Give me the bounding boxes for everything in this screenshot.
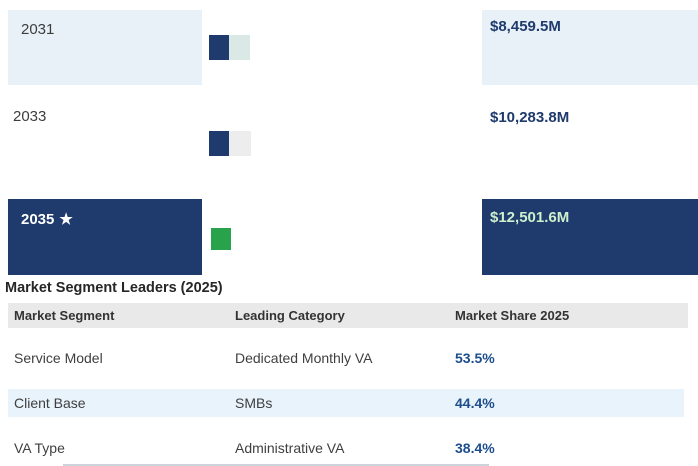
- clipped-row-edge: [63, 464, 489, 466]
- value-box-highlighted: $12,501.6M: [482, 199, 698, 275]
- year-label: 2035: [21, 211, 55, 228]
- mini-bar: [209, 35, 250, 60]
- year-label: 2033: [13, 108, 47, 125]
- star-icon: ★: [59, 211, 73, 228]
- column-header-leading-category: Leading Category: [235, 308, 345, 323]
- cell-market-share: 53.5%: [455, 350, 495, 366]
- cell-leading-category: Dedicated Monthly VA: [235, 350, 373, 366]
- cell-leading-category: Administrative VA: [235, 440, 345, 456]
- mini-bar: [211, 228, 231, 250]
- cell-market-share: 44.4%: [455, 395, 495, 411]
- column-header-market-share: Market Share 2025: [455, 308, 570, 323]
- year-label-box-highlighted: 2035 ★: [8, 199, 202, 275]
- cell-market-segment: VA Type: [14, 440, 65, 456]
- cell-market-share: 38.4%: [455, 440, 495, 456]
- year-label-box: 2031: [8, 10, 202, 85]
- cell-leading-category: SMBs: [235, 395, 273, 411]
- cell-market-segment: Client Base: [14, 395, 86, 411]
- table-row: Client Base SMBs 44.4%: [8, 389, 684, 417]
- bar-segment: [229, 35, 250, 60]
- bar-segment: [209, 131, 229, 156]
- bar-segment: [229, 131, 251, 156]
- cell-market-segment: Service Model: [14, 350, 103, 366]
- section-title: Market Segment Leaders (2025): [5, 280, 223, 296]
- value-label: $10,283.8M: [490, 109, 570, 126]
- bar-segment: [211, 228, 231, 250]
- table-header-row: Market Segment Leading Category Market S…: [8, 303, 688, 328]
- bar-segment: [209, 35, 229, 60]
- mini-bar: [209, 131, 251, 156]
- table-row: VA Type Administrative VA 38.4%: [8, 434, 684, 462]
- value-label: $12,501.6M: [490, 209, 570, 226]
- table-row: Service Model Dedicated Monthly VA 53.5%: [8, 344, 684, 372]
- year-label: 2031: [21, 21, 55, 38]
- column-header-market-segment: Market Segment: [14, 308, 115, 323]
- value-label: $8,459.5M: [490, 18, 561, 35]
- value-box: $8,459.5M: [482, 10, 698, 85]
